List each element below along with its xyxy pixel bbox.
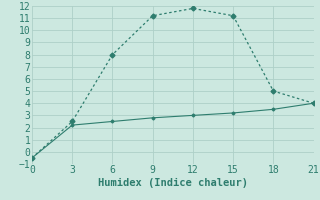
X-axis label: Humidex (Indice chaleur): Humidex (Indice chaleur) [98,178,248,188]
